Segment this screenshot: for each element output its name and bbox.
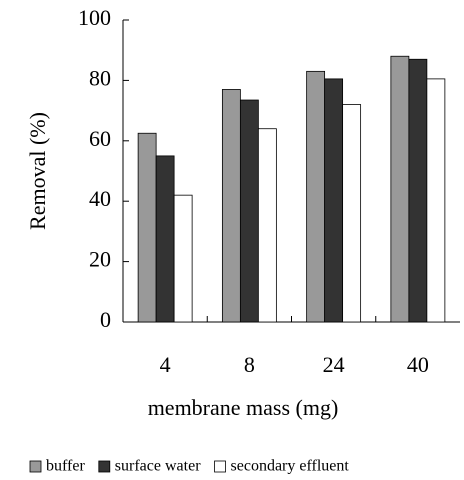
bar [342, 104, 362, 323]
y-tick-label: 0 [100, 307, 111, 332]
legend-swatch [214, 460, 226, 473]
x-tick-label: 4 [160, 352, 171, 377]
bar [324, 78, 344, 323]
x-tick-label: 24 [323, 352, 345, 377]
bar [173, 194, 193, 323]
bar [426, 78, 446, 323]
y-tick-label: 60 [89, 126, 111, 151]
bar [137, 132, 157, 323]
legend-swatch [29, 460, 42, 473]
y-axis-label: Removal (%) [25, 112, 50, 230]
x-axis-label: membrane mass (mg) [148, 395, 339, 420]
bar [239, 99, 259, 323]
bar [390, 55, 410, 323]
bar [155, 155, 175, 323]
legend-label: surface water [115, 458, 201, 475]
legend-label: secondary effluent [231, 458, 350, 475]
y-tick-label: 80 [89, 65, 111, 90]
y-tick-label: 40 [89, 186, 111, 211]
bar [257, 128, 277, 323]
legend-swatch [98, 460, 111, 473]
bar [221, 89, 241, 323]
legend-label: buffer [46, 458, 85, 475]
x-tick-label: 40 [407, 352, 429, 377]
y-tick-label: 20 [89, 247, 111, 272]
y-tick-label: 100 [78, 5, 111, 30]
bar [408, 58, 428, 323]
bar [306, 70, 326, 323]
x-tick-label: 8 [244, 352, 255, 377]
